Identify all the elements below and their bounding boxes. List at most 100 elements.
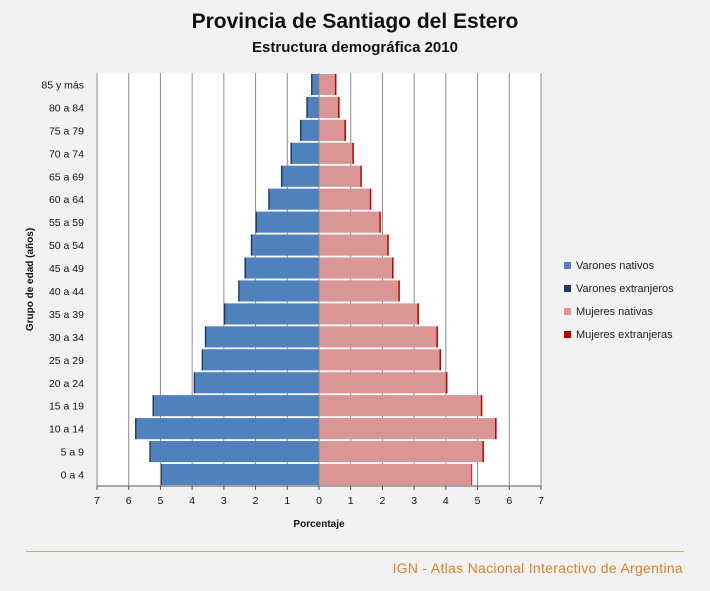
bar-mujeres-nativas xyxy=(319,349,440,371)
legend-swatch xyxy=(564,262,571,269)
bar-varones-nativos xyxy=(162,463,319,486)
bar-varones-nativos xyxy=(269,188,319,210)
bar-mujeres-extranjeras xyxy=(334,73,337,96)
bar-varones-nativos xyxy=(307,96,319,118)
bar-varones-extranjeros xyxy=(149,441,151,463)
bar-varones-extranjeros xyxy=(311,73,313,96)
category-tick-label: 85 y más xyxy=(41,79,84,91)
bar-mujeres-nativas xyxy=(319,441,483,463)
bar-mujeres-nativas xyxy=(319,395,481,417)
bar-mujeres-extranjeras xyxy=(445,372,448,394)
bar-varones-nativos xyxy=(301,119,319,141)
legend-swatch xyxy=(564,308,571,315)
x-tick-label: 7 xyxy=(538,495,544,507)
bar-varones-nativos xyxy=(195,372,319,394)
bar-varones-extranjeros xyxy=(250,234,253,256)
category-tick-label: 55 a 59 xyxy=(49,217,84,229)
category-tick-label: 40 a 44 xyxy=(49,286,84,298)
bar-varones-extranjeros xyxy=(299,119,302,141)
bar-varones-extranjeros xyxy=(152,395,155,417)
category-tick-label: 50 a 54 xyxy=(49,240,84,252)
bar-varones-extranjeros xyxy=(280,165,283,187)
x-axis-title: Porcentaje xyxy=(293,519,345,530)
x-tick-label: 0 xyxy=(316,495,322,507)
bar-mujeres-nativas xyxy=(319,280,399,302)
bar-mujeres-nativas xyxy=(319,234,388,256)
bar-varones-nativos xyxy=(282,165,319,187)
bar-mujeres-extranjeras xyxy=(436,326,438,348)
bar-varones-nativos xyxy=(136,418,319,440)
category-tick-label: 5 a 9 xyxy=(61,447,85,459)
x-tick-label: 3 xyxy=(411,495,417,507)
category-tick-label: 60 a 64 xyxy=(49,194,84,206)
footer-divider xyxy=(26,551,684,552)
bar-mujeres-nativas xyxy=(319,73,335,96)
bar-varones-extranjeros xyxy=(306,96,308,118)
bar-mujeres-extranjeras xyxy=(338,96,340,118)
x-tick-label: 1 xyxy=(348,495,354,507)
category-tick-label: 0 a 4 xyxy=(61,470,85,482)
bar-mujeres-extranjeras xyxy=(391,257,394,279)
bar-mujeres-extranjeras xyxy=(495,418,497,440)
bar-varones-nativos xyxy=(312,73,319,96)
bar-varones-extranjeros xyxy=(223,303,226,325)
bar-varones-extranjeros xyxy=(268,188,270,210)
bar-varones-nativos xyxy=(246,257,319,279)
category-tick-label: 70 a 74 xyxy=(49,148,84,160)
x-tick-label: 6 xyxy=(126,495,132,507)
x-tick-label: 5 xyxy=(158,495,164,507)
bar-mujeres-extranjeras xyxy=(480,395,483,417)
x-tick-label: 6 xyxy=(506,495,512,507)
bar-mujeres-extranjeras xyxy=(471,463,473,486)
bar-mujeres-extranjeras xyxy=(352,142,354,164)
footer-credit: IGN - Atlas Nacional Interactivo de Arge… xyxy=(392,560,683,576)
category-tick-label: 25 a 29 xyxy=(49,355,84,367)
bar-varones-nativos xyxy=(239,280,319,302)
bar-mujeres-nativas xyxy=(319,303,418,325)
bar-varones-extranjeros xyxy=(193,372,196,394)
bar-mujeres-extranjeras xyxy=(360,165,362,187)
x-tick-label: 4 xyxy=(443,495,449,507)
x-tick-label: 7 xyxy=(94,495,100,507)
category-tick-label: 45 a 49 xyxy=(49,263,84,275)
x-tick-label: 3 xyxy=(221,495,227,507)
legend-label: Mujeres extranjeras xyxy=(576,329,673,341)
bar-mujeres-extranjeras xyxy=(439,349,442,371)
legend-swatch xyxy=(564,285,571,292)
bar-mujeres-nativas xyxy=(319,142,353,164)
bar-varones-nativos xyxy=(252,234,319,256)
category-tick-label: 35 a 39 xyxy=(49,309,84,321)
bar-mujeres-nativas xyxy=(319,257,392,279)
y-axis-title: Grupo de edad (años) xyxy=(25,228,36,331)
bar-mujeres-extranjeras xyxy=(369,188,372,210)
category-tick-label: 30 a 34 xyxy=(49,332,84,344)
legend-label: Varones nativos xyxy=(576,260,655,272)
bar-mujeres-nativas xyxy=(319,463,472,486)
category-tick-label: 65 a 69 xyxy=(49,171,84,183)
bar-varones-extranjeros xyxy=(204,326,207,348)
x-tick-label: 2 xyxy=(380,495,386,507)
bar-varones-extranjeros xyxy=(135,418,137,440)
bar-varones-extranjeros xyxy=(238,280,240,302)
bar-varones-extranjeros xyxy=(255,211,258,233)
bar-mujeres-nativas xyxy=(319,165,361,187)
x-tick-label: 4 xyxy=(189,495,195,507)
bar-mujeres-nativas xyxy=(319,326,437,348)
legend-label: Mujeres nativas xyxy=(576,306,654,318)
bar-mujeres-extranjeras xyxy=(379,211,381,233)
legend-label: Varones extranjeros xyxy=(576,283,674,295)
bar-varones-nativos xyxy=(154,395,319,417)
bar-varones-nativos xyxy=(292,142,319,164)
bar-mujeres-nativas xyxy=(319,188,370,210)
bar-varones-extranjeros xyxy=(290,142,293,164)
bar-mujeres-nativas xyxy=(319,211,380,233)
legend-swatch xyxy=(564,331,571,338)
bar-mujeres-extranjeras xyxy=(417,303,419,325)
x-tick-label: 5 xyxy=(475,495,481,507)
category-tick-label: 75 a 79 xyxy=(49,125,84,137)
bar-varones-nativos xyxy=(203,349,319,371)
chart-subtitle: Estructura demográfica 2010 xyxy=(252,39,458,56)
category-tick-label: 10 a 14 xyxy=(49,424,84,436)
bar-varones-nativos xyxy=(257,211,319,233)
